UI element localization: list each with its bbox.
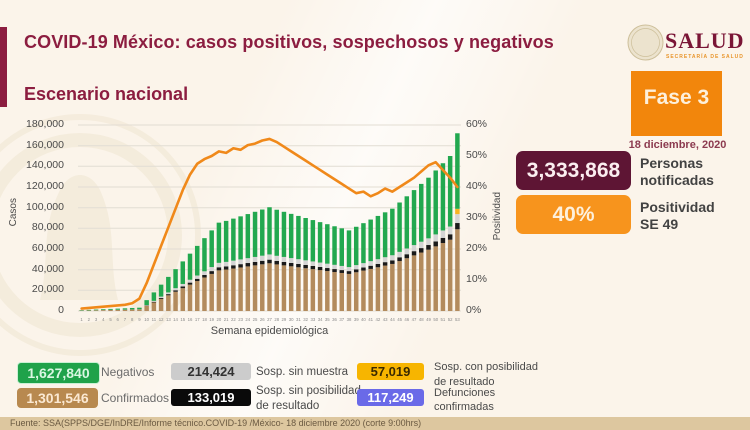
- svg-text:14: 14: [173, 317, 178, 322]
- svg-text:1: 1: [80, 317, 83, 322]
- svg-text:52: 52: [448, 317, 453, 322]
- svg-text:41: 41: [368, 317, 373, 322]
- svg-text:10: 10: [144, 317, 149, 322]
- svg-text:40: 40: [361, 317, 366, 322]
- svg-text:39: 39: [354, 317, 359, 322]
- svg-text:3: 3: [95, 317, 98, 322]
- svg-text:18: 18: [202, 317, 207, 322]
- svg-text:30: 30: [289, 317, 294, 322]
- svg-text:24: 24: [245, 317, 250, 322]
- svg-text:35: 35: [325, 317, 330, 322]
- svg-text:43: 43: [383, 317, 388, 322]
- svg-text:25: 25: [253, 317, 258, 322]
- svg-text:28: 28: [274, 317, 279, 322]
- svg-text:11: 11: [152, 317, 157, 322]
- svg-text:46: 46: [404, 317, 409, 322]
- svg-text:15: 15: [180, 317, 185, 322]
- svg-text:29: 29: [282, 317, 287, 322]
- svg-text:2: 2: [88, 317, 91, 322]
- svg-text:53: 53: [455, 317, 460, 322]
- svg-text:17: 17: [195, 317, 200, 322]
- svg-text:21: 21: [224, 317, 229, 322]
- svg-text:13: 13: [166, 317, 171, 322]
- svg-text:48: 48: [419, 317, 424, 322]
- svg-text:9: 9: [138, 317, 141, 322]
- svg-text:26: 26: [260, 317, 265, 322]
- svg-text:12: 12: [159, 317, 164, 322]
- svg-text:19: 19: [209, 317, 214, 322]
- svg-text:37: 37: [339, 317, 344, 322]
- svg-text:34: 34: [318, 317, 323, 322]
- svg-text:20: 20: [217, 317, 222, 322]
- svg-text:32: 32: [303, 317, 308, 322]
- svg-text:8: 8: [131, 317, 134, 322]
- svg-text:6: 6: [117, 317, 120, 322]
- svg-text:42: 42: [376, 317, 381, 322]
- svg-text:45: 45: [397, 317, 402, 322]
- svg-text:23: 23: [238, 317, 243, 322]
- svg-text:36: 36: [332, 317, 337, 322]
- svg-text:27: 27: [267, 317, 272, 322]
- svg-text:33: 33: [310, 317, 315, 322]
- svg-text:49: 49: [426, 317, 431, 322]
- svg-text:38: 38: [347, 317, 352, 322]
- svg-text:22: 22: [231, 317, 236, 322]
- svg-text:50: 50: [433, 317, 438, 322]
- svg-text:5: 5: [109, 317, 112, 322]
- svg-text:44: 44: [390, 317, 395, 322]
- svg-text:16: 16: [188, 317, 193, 322]
- svg-text:51: 51: [441, 317, 446, 322]
- svg-text:4: 4: [102, 317, 105, 322]
- svg-text:7: 7: [124, 317, 127, 322]
- svg-text:47: 47: [412, 317, 417, 322]
- svg-text:31: 31: [296, 317, 301, 322]
